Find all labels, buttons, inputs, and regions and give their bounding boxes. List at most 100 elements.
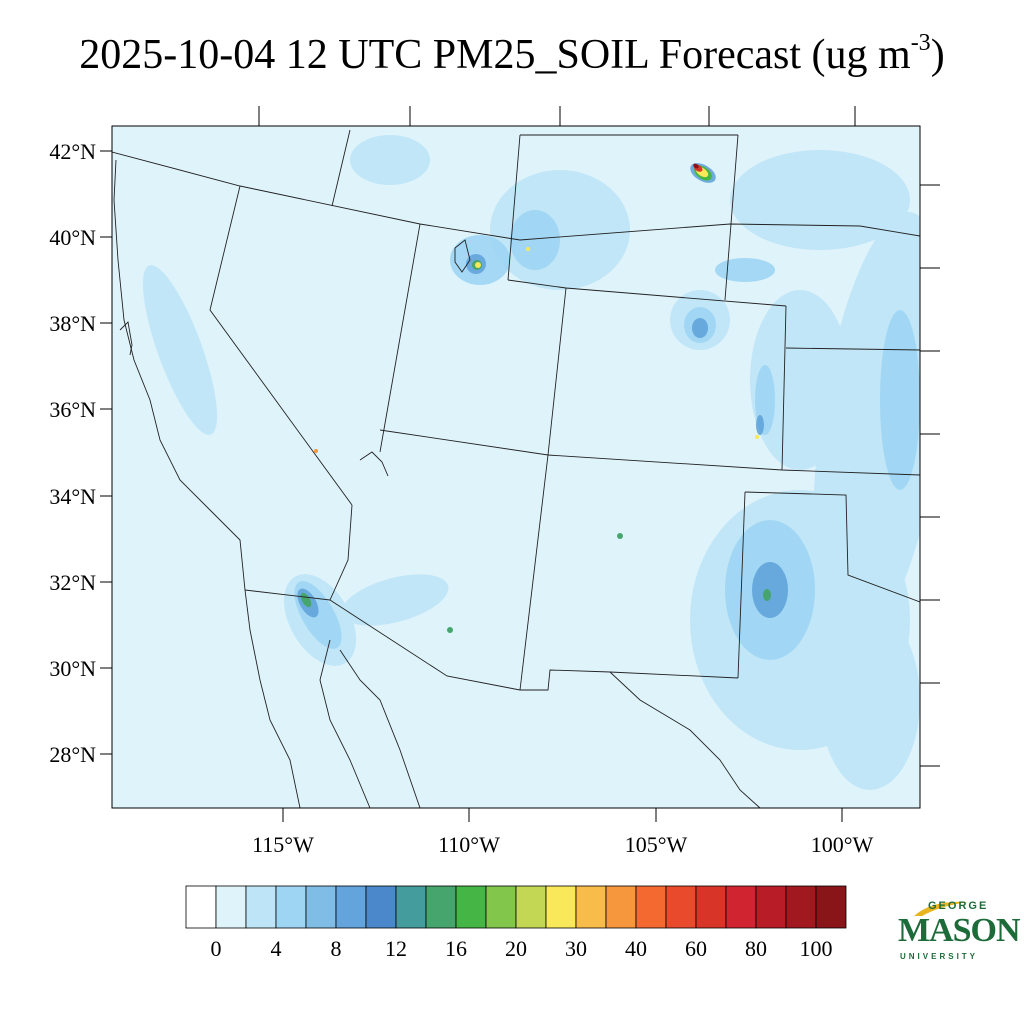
colorbar-label: 12 bbox=[385, 936, 407, 961]
az-west-border bbox=[329, 504, 353, 601]
california-coast bbox=[113, 159, 246, 591]
co-nm-border bbox=[379, 429, 920, 476]
title-text: 2025-10-04 12 UTC PM25_SOIL Forecast (ug… bbox=[79, 32, 911, 78]
wyoming-core bbox=[510, 210, 560, 270]
lat-label: 38°N bbox=[49, 311, 96, 336]
ut-co-border bbox=[547, 287, 567, 456]
colorbar-swatch bbox=[485, 885, 517, 929]
baja-coast-east bbox=[319, 639, 371, 808]
swoosh-icon bbox=[914, 901, 968, 916]
lat-label: 32°N bbox=[49, 570, 96, 595]
ca-nv-border bbox=[209, 185, 353, 506]
top-ticks bbox=[258, 106, 856, 126]
logo-george: GEORGE bbox=[928, 900, 989, 912]
colorado-inner bbox=[692, 318, 708, 338]
colorbar-swatch bbox=[305, 885, 337, 929]
colorbar-label: 0 bbox=[211, 936, 222, 961]
sf-bay bbox=[119, 321, 133, 356]
nm-tx-border bbox=[737, 491, 746, 679]
lat-label: 30°N bbox=[49, 656, 96, 681]
lat-label: 36°N bbox=[49, 397, 96, 422]
colorbar-swatch bbox=[365, 885, 397, 929]
colorbar-label: 30 bbox=[565, 936, 587, 961]
colorbar-labels: 0 4 8 12 16 20 30 40 60 80 100 bbox=[211, 936, 833, 961]
new-mexico-peak bbox=[617, 533, 623, 539]
colorbar bbox=[185, 885, 847, 929]
nevada-small-spot bbox=[314, 449, 318, 453]
colorbar-swatch bbox=[785, 885, 817, 929]
right-ticks bbox=[920, 184, 940, 767]
az-nm-border bbox=[519, 454, 549, 691]
colorbar-swatch bbox=[725, 885, 757, 929]
lat-label: 40°N bbox=[49, 225, 96, 250]
colorbar-swatch bbox=[575, 885, 607, 929]
colorbar-label: 8 bbox=[331, 936, 342, 961]
colorbar-swatch bbox=[665, 885, 697, 929]
central-valley bbox=[142, 265, 218, 435]
nebraska-region bbox=[730, 150, 910, 250]
colorbar-swatch bbox=[275, 885, 307, 929]
left-ticks bbox=[100, 150, 112, 755]
wyoming-region bbox=[490, 170, 630, 290]
colorbar-swatch bbox=[335, 885, 367, 929]
az-mexico-border bbox=[329, 599, 521, 691]
colorbar-label: 80 bbox=[745, 936, 767, 961]
lat-label: 28°N bbox=[49, 742, 96, 767]
mexico-region bbox=[820, 610, 920, 790]
colorbar-label: 20 bbox=[505, 936, 527, 961]
wyoming-small-yellow bbox=[526, 247, 530, 251]
wy-id-border bbox=[507, 134, 521, 281]
colorbar-swatch bbox=[515, 885, 547, 929]
ks-ok-border bbox=[785, 347, 920, 351]
lon-label: 100°W bbox=[811, 832, 874, 857]
lat-label: 42°N bbox=[49, 139, 96, 164]
id-west-border bbox=[331, 129, 351, 207]
plot-frame bbox=[111, 125, 921, 809]
logo-mason: MASON bbox=[898, 912, 1021, 949]
colorbar-swatch bbox=[605, 885, 637, 929]
lon-label: 105°W bbox=[625, 832, 688, 857]
lat-labels: 42°N 40°N 38°N 36°N 34°N 32°N 30°N 28°N bbox=[49, 139, 96, 767]
gmu-logo: GEORGE MASON UNIVERSITY bbox=[898, 898, 1021, 968]
colorbar-label: 16 bbox=[445, 936, 467, 961]
nv-ut-border bbox=[379, 223, 421, 453]
ca-mexico-border bbox=[244, 589, 331, 601]
co-ks-border bbox=[781, 305, 787, 471]
great-salt-lake bbox=[454, 239, 471, 273]
baja-coast-west bbox=[244, 589, 301, 808]
boundaries bbox=[112, 129, 920, 808]
colorbar-swatch bbox=[215, 885, 247, 929]
colorbar-swatch bbox=[815, 885, 847, 929]
tx-panhandle bbox=[744, 491, 920, 603]
texas-small-spot bbox=[755, 435, 759, 439]
colorbar-label: 40 bbox=[625, 936, 647, 961]
colorbar-swatch bbox=[755, 885, 787, 929]
salton-peak bbox=[300, 592, 312, 608]
sonora-coast bbox=[339, 649, 421, 808]
nm-south-border bbox=[520, 669, 739, 691]
border-42n bbox=[112, 151, 521, 241]
lake-mead bbox=[359, 451, 389, 477]
utah-hotspot-yellow bbox=[475, 262, 481, 268]
wy-east-border bbox=[724, 134, 739, 301]
wy-south-border bbox=[507, 279, 787, 307]
lat-label: 34°N bbox=[49, 484, 96, 509]
lon-labels: 115°W 110°W 105°W 100°W bbox=[252, 832, 873, 857]
lon-label: 115°W bbox=[252, 832, 314, 857]
title-superscript: -3 bbox=[910, 30, 931, 56]
texas-peak bbox=[763, 589, 771, 601]
colorbar-label: 4 bbox=[271, 936, 282, 961]
rio-grande bbox=[609, 671, 761, 808]
chart-title: 2025-10-04 12 UTC PM25_SOIL Forecast (ug… bbox=[0, 30, 1024, 79]
kansas-inner bbox=[756, 415, 764, 435]
texas-inner bbox=[752, 562, 788, 618]
colorbar-swatch bbox=[635, 885, 667, 929]
title-close: ) bbox=[930, 32, 945, 78]
colorbar-swatch bbox=[695, 885, 727, 929]
lon-label: 110°W bbox=[438, 832, 500, 857]
colorbar-swatch bbox=[425, 885, 457, 929]
wyoming-hotspot-core bbox=[693, 163, 699, 169]
logo-university: UNIVERSITY bbox=[900, 952, 979, 961]
colorbar-swatch bbox=[545, 885, 577, 929]
